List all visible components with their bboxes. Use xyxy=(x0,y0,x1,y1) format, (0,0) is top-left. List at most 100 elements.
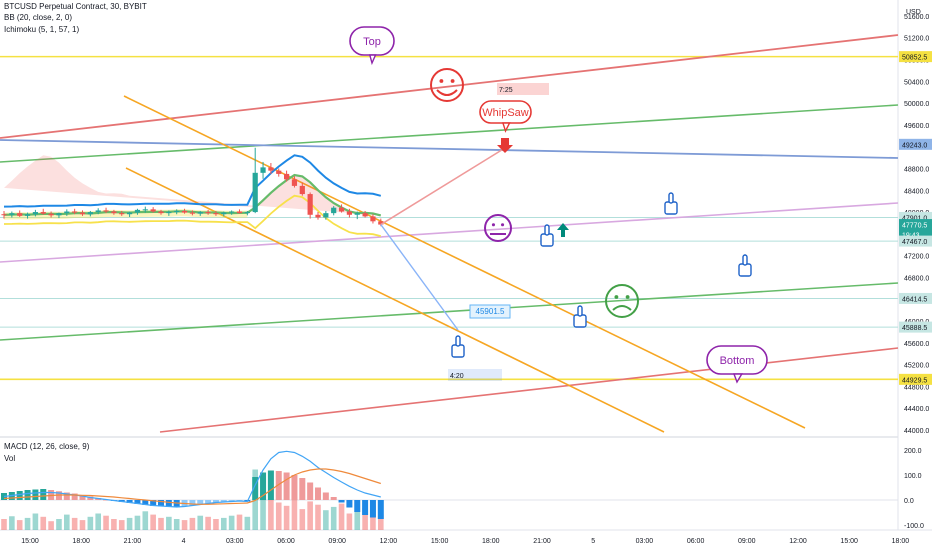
candle-body xyxy=(315,214,321,218)
price-label: 47467.0 xyxy=(902,239,927,246)
volume-bar xyxy=(24,517,31,530)
macd-hist-bar xyxy=(16,491,23,500)
sad-face-icon xyxy=(605,284,639,318)
volume-bar xyxy=(142,511,149,530)
bottom-callout-label: Bottom xyxy=(720,355,755,367)
candle-body xyxy=(1,214,7,216)
macd-hist-bar xyxy=(252,477,259,500)
time-axis-tick: 03:00 xyxy=(636,538,654,545)
candle-body xyxy=(142,209,148,211)
price-label: 45888.5 xyxy=(902,325,927,332)
candle-body xyxy=(134,209,141,213)
price-axis-tick: 47200.0 xyxy=(904,254,929,261)
volume-bar xyxy=(307,501,313,530)
candle-body xyxy=(9,213,15,215)
candle-body xyxy=(174,210,180,213)
candle-body xyxy=(181,210,188,213)
time-axis-tick: 15:00 xyxy=(840,538,858,545)
macd-hist-bar xyxy=(63,492,70,500)
candle-body xyxy=(331,207,337,214)
candle-body xyxy=(87,212,93,215)
ichimoku-legend[interactable]: Ichimoku (5, 1, 57, 1) xyxy=(4,25,80,34)
price-label: 49243.0 xyxy=(902,142,927,149)
price-axis-tick: 44400.0 xyxy=(904,406,929,413)
time-axis-tick: 15:00 xyxy=(21,538,39,545)
top-callout-label: Top xyxy=(363,36,381,48)
volume-bar xyxy=(173,519,180,530)
bb-lower-band xyxy=(3,194,382,237)
macd-legend[interactable]: MACD (12, 26, close, 9) xyxy=(4,442,90,451)
price-label-box xyxy=(899,51,932,63)
time-axis-tick: 09:00 xyxy=(328,538,346,545)
macd-hist-bar xyxy=(299,478,306,500)
happy-face-icon-eye xyxy=(450,79,455,83)
macd-hist-bar xyxy=(377,500,384,519)
time-axis-tick: 21:00 xyxy=(124,538,142,545)
volume-bar xyxy=(71,517,78,530)
time-box-2-label: 4:20 xyxy=(450,373,464,380)
volume-bar xyxy=(228,515,235,530)
candle-body xyxy=(370,216,376,222)
volume-bar xyxy=(64,514,70,530)
price-label: 47770.5 xyxy=(902,223,927,230)
price-axis-tick: 49600.0 xyxy=(904,123,929,130)
volume-bar xyxy=(134,515,141,530)
volume-bar xyxy=(323,510,329,530)
time-axis-tick: 03:00 xyxy=(226,538,244,545)
hand-pointer-icon-finger xyxy=(742,254,748,266)
candle-body xyxy=(260,167,266,173)
candle-body xyxy=(111,211,117,214)
bb-legend[interactable]: BB (20, close, 2, 0) xyxy=(4,13,73,22)
volume-bar xyxy=(244,516,251,530)
price-axis-tick: 45600.0 xyxy=(904,341,929,348)
price-label-box xyxy=(899,138,932,150)
candle-body xyxy=(378,221,384,225)
price-axis-tick: 51600.0 xyxy=(904,14,929,21)
candle-body xyxy=(24,214,31,216)
candle-body xyxy=(291,179,298,186)
volume-bar xyxy=(95,513,101,530)
price-axis-tick: 50400.0 xyxy=(904,79,929,86)
candle-body xyxy=(276,170,282,174)
volume-bar xyxy=(370,505,376,530)
macd-axis-tick: 200.0 xyxy=(904,448,922,455)
hand-pointer-icon xyxy=(451,344,465,358)
volume-bar xyxy=(103,515,109,530)
volume-bar xyxy=(16,520,23,530)
macd-hist-bar xyxy=(79,495,86,500)
volume-bar xyxy=(354,511,361,530)
macd-hist-bar xyxy=(142,500,149,505)
top-callout-tail xyxy=(368,54,377,66)
candle-body xyxy=(229,211,235,213)
red-trendline-upper xyxy=(0,34,899,139)
projection-arrow-down xyxy=(380,224,459,331)
signal-line xyxy=(3,468,381,505)
candle-body xyxy=(17,213,23,216)
price-label: 46414.5 xyxy=(902,296,927,303)
violet-trendline xyxy=(0,202,899,263)
candle-body xyxy=(32,212,38,215)
macd-hist-bar xyxy=(197,500,204,505)
volume-bar xyxy=(48,521,54,530)
whipsaw-callout-label: WhipSaw xyxy=(482,107,529,119)
candle-body xyxy=(119,213,125,215)
macd-hist-bar xyxy=(338,500,345,503)
candle-body xyxy=(338,207,345,212)
candle-body xyxy=(48,213,54,216)
volume-bar xyxy=(291,497,298,530)
vol-legend[interactable]: Vol xyxy=(4,454,16,463)
volume-bar xyxy=(362,508,368,530)
price-label-box xyxy=(899,235,932,247)
volume-bar xyxy=(197,515,204,530)
hand-pointer-icon-finger xyxy=(455,335,461,347)
candle-body xyxy=(244,212,250,214)
price-axis-tick: 48800.0 xyxy=(904,166,929,173)
up-arrow-marker xyxy=(557,223,569,237)
candle-body xyxy=(79,212,86,215)
candle-body xyxy=(284,173,290,180)
projection-arrow-up xyxy=(380,147,506,226)
time-axis-tick: 15:00 xyxy=(431,538,449,545)
candle-body xyxy=(127,212,133,215)
